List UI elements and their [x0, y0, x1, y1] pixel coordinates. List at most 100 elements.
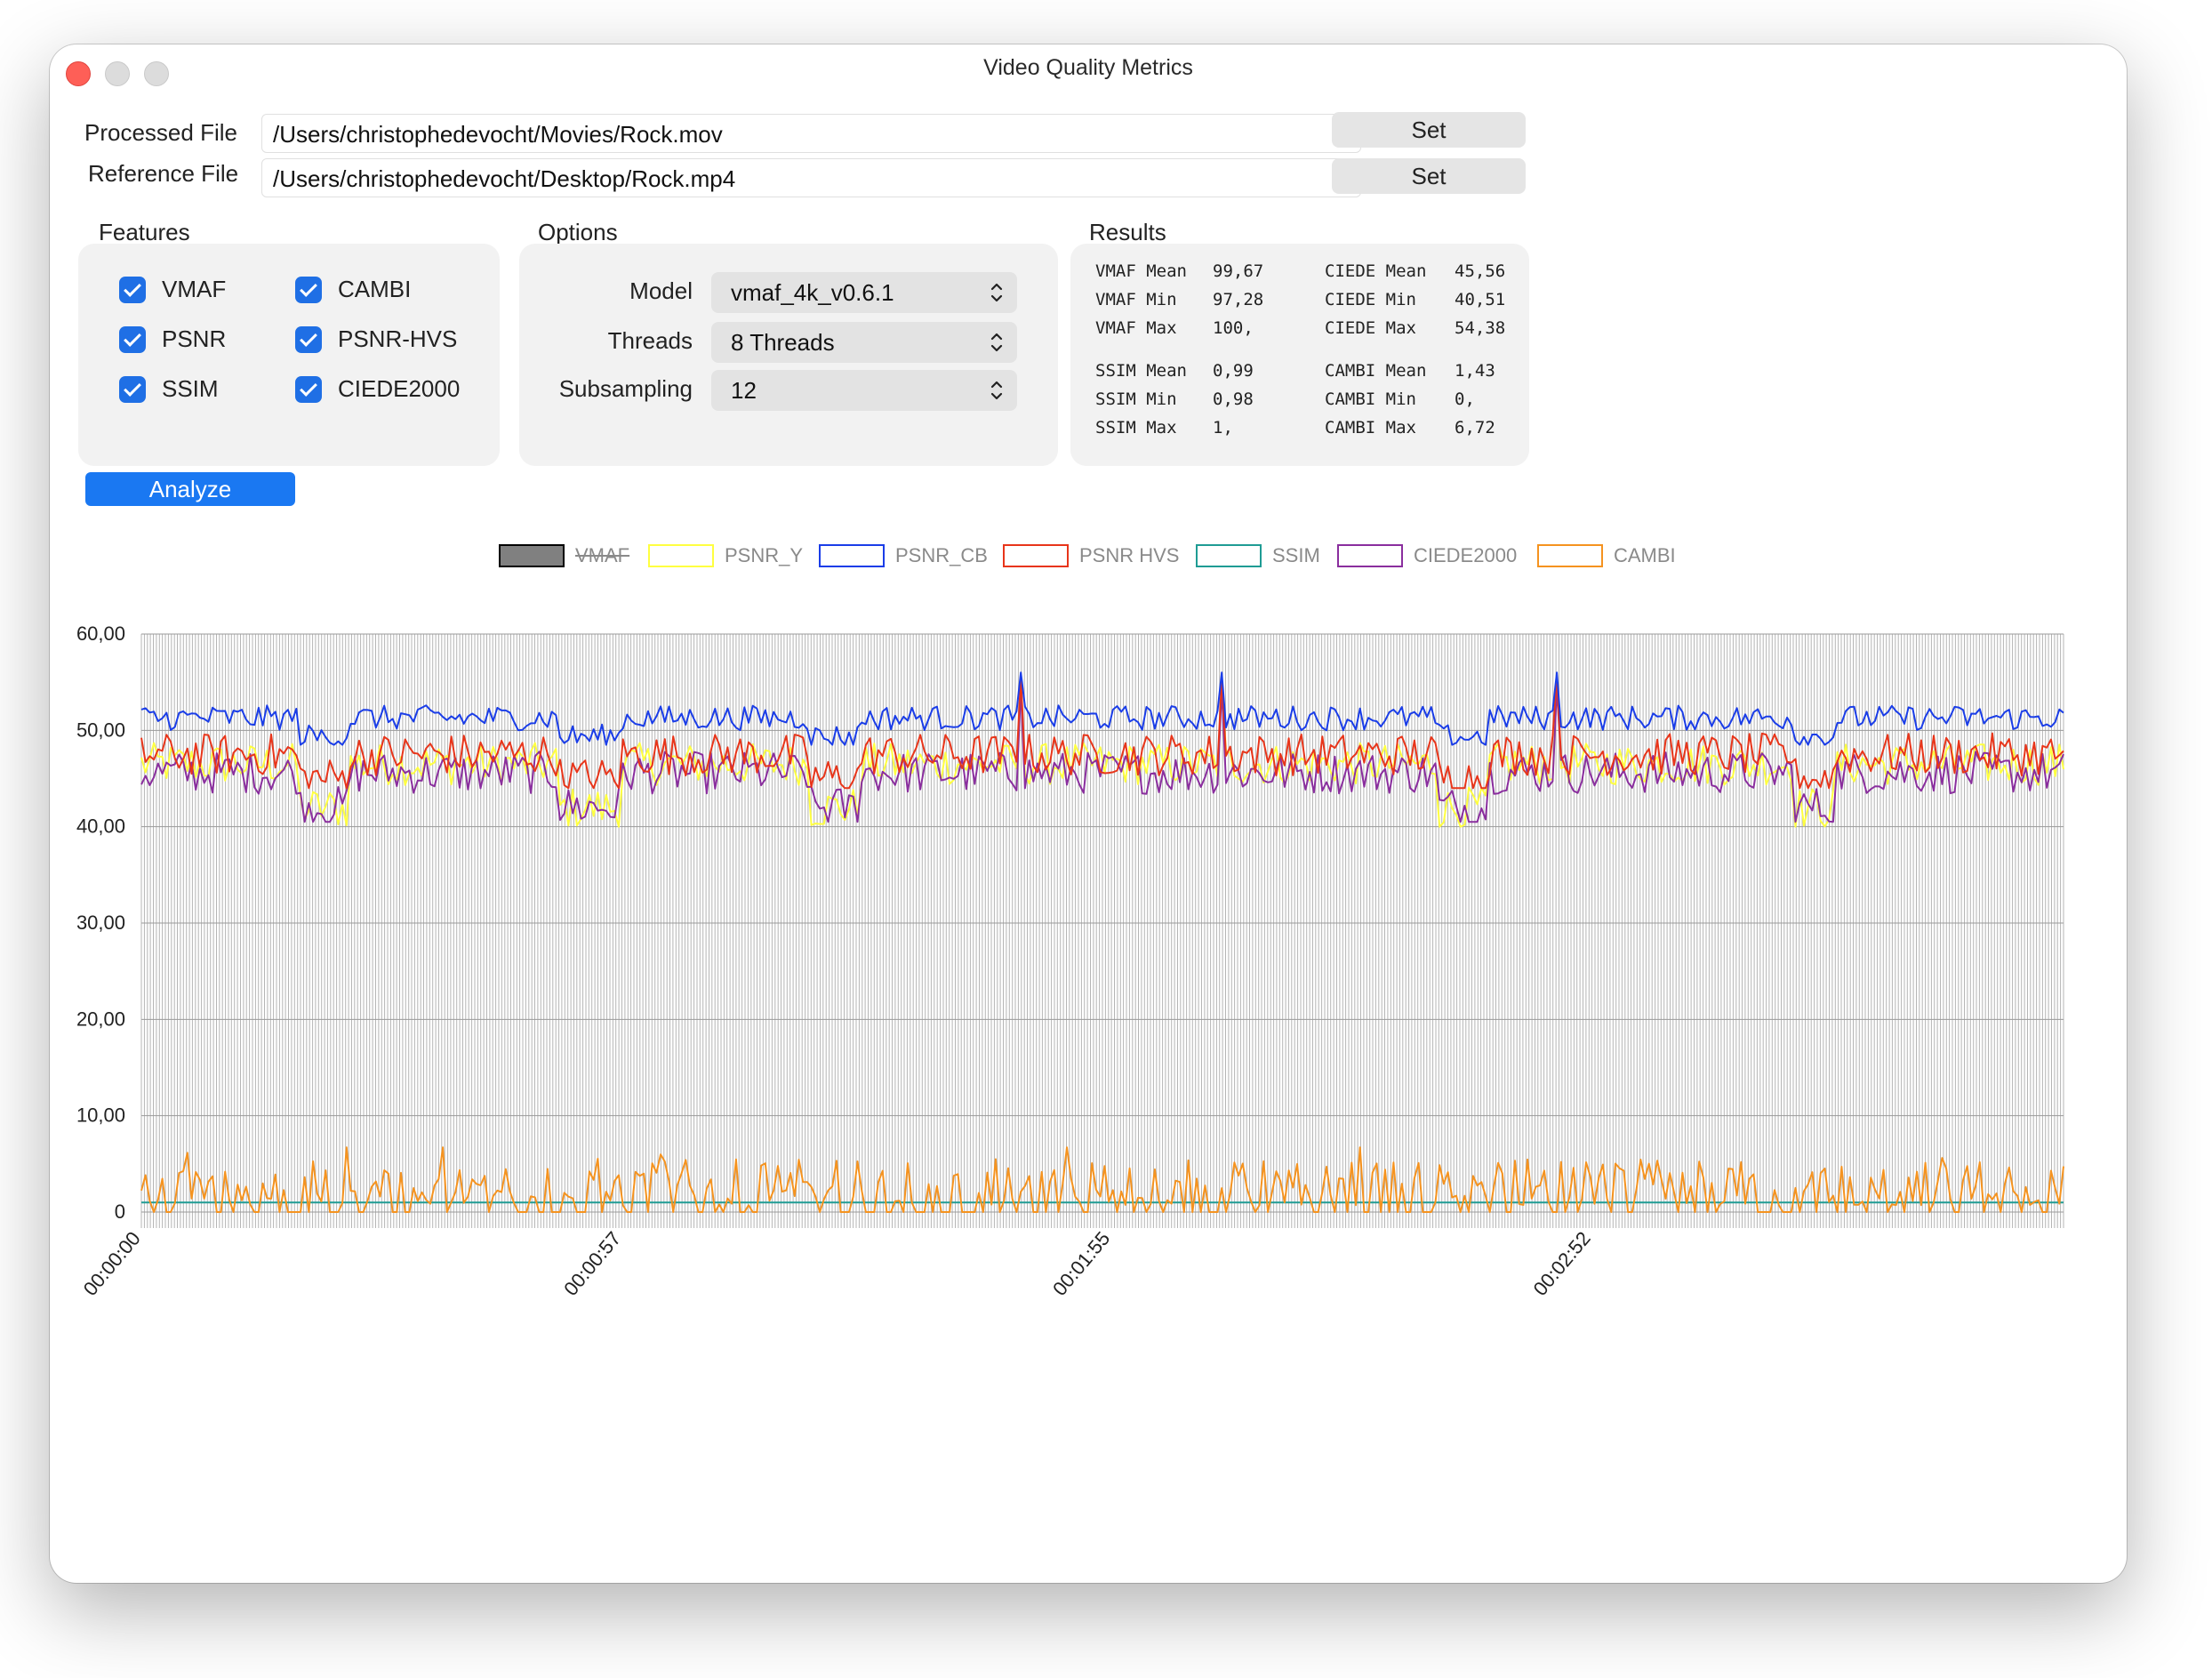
- chevron-updown-icon: [990, 381, 1003, 400]
- cambi-mean-name: CAMBI Mean: [1325, 361, 1427, 381]
- y-tick-label: 0: [115, 1200, 125, 1223]
- legend-label: SSIM: [1272, 544, 1320, 566]
- vmaf-checkbox[interactable]: VMAF: [119, 276, 226, 303]
- ciede2000-checkbox-label: CIEDE2000: [338, 375, 461, 402]
- cambi-max-name: CAMBI Max: [1325, 418, 1416, 438]
- checkmark-icon: [119, 375, 146, 403]
- chart-grid: [140, 633, 2064, 1228]
- checkmark-icon: [119, 325, 146, 353]
- psnr-hvs-checkbox[interactable]: PSNR-HVS: [295, 325, 457, 353]
- subsampling-select[interactable]: 12: [711, 370, 1017, 411]
- vmaf-checkbox-label: VMAF: [162, 276, 227, 302]
- ciede-max-value: 54,38: [1455, 318, 1506, 338]
- y-tick-label: 10,00: [76, 1104, 125, 1127]
- series-line-psnr-cb: [140, 671, 2064, 746]
- psnr-checkbox[interactable]: PSNR: [119, 325, 226, 353]
- checkmark-icon: [295, 375, 322, 403]
- set-processed-file-button[interactable]: Set: [1332, 112, 1526, 148]
- legend-label: PSNR HVS: [1079, 544, 1180, 566]
- legend-cambi[interactable]: CAMBI: [1537, 544, 1676, 567]
- chevron-updown-icon: [990, 283, 1003, 302]
- legend-ssim[interactable]: SSIM: [1196, 544, 1320, 567]
- model-select-value: vmaf_4k_v0.6.1: [731, 279, 894, 306]
- y-tick-label: 40,00: [76, 815, 125, 838]
- subsampling-select-value: 12: [731, 377, 757, 404]
- close-window-button[interactable]: [66, 61, 91, 86]
- processed-file-field[interactable]: /Users/christophedevocht/Movies/Rock.mov: [261, 114, 1361, 153]
- legend-psnr-y[interactable]: PSNR_Y: [648, 544, 803, 567]
- reference-file-field[interactable]: /Users/christophedevocht/Desktop/Rock.mp…: [261, 158, 1361, 197]
- legend-swatch: [1337, 544, 1403, 567]
- features-panel: VMAF CAMBI PSNR PSNR-HVS SSIM CIEDE2000: [78, 244, 500, 466]
- vmaf-mean-name: VMAF Mean: [1095, 261, 1187, 281]
- results-title: Results: [1089, 219, 1166, 245]
- legend-label: CAMBI: [1614, 544, 1676, 566]
- cambi-checkbox[interactable]: CAMBI: [295, 276, 411, 303]
- subsampling-label: Subsampling: [558, 375, 693, 402]
- series-line-cambi: [140, 1146, 2064, 1213]
- legend-vmaf[interactable]: VMAF: [499, 544, 629, 567]
- ciede-mean-value: 45,56: [1455, 261, 1506, 281]
- analyze-button[interactable]: Analyze: [85, 472, 295, 506]
- y-axis-labels: 0 10,00 20,00 30,00 40,00 50,00 60,00: [76, 622, 125, 1223]
- options-panel: Model vmaf_4k_v0.6.1 Threads 8 Threads S…: [519, 244, 1058, 466]
- cambi-max-value: 6,72: [1455, 418, 1495, 438]
- app-window: Video Quality Metrics Processed File /Us…: [50, 44, 2127, 1583]
- checkmark-icon: [295, 276, 322, 303]
- psnr-checkbox-label: PSNR: [162, 325, 227, 352]
- ssim-max-name: SSIM Max: [1095, 418, 1177, 438]
- minimize-window-button[interactable]: [105, 61, 130, 86]
- threads-label: Threads: [607, 327, 693, 354]
- legend-label: CIEDE2000: [1414, 544, 1518, 566]
- cambi-checkbox-label: CAMBI: [338, 276, 412, 302]
- ssim-min-value: 0,98: [1213, 389, 1254, 409]
- checkmark-icon: [295, 325, 322, 353]
- processed-file-label: Processed File: [84, 119, 237, 146]
- options-title: Options: [538, 219, 618, 245]
- ssim-mean-value: 0,99: [1213, 361, 1254, 381]
- results-panel: VMAF Mean 99,67 VMAF Min 97,28 VMAF Max …: [1070, 244, 1529, 466]
- ciede2000-checkbox[interactable]: CIEDE2000: [295, 375, 460, 403]
- chevron-updown-icon: [990, 333, 1003, 352]
- model-label: Model: [629, 277, 693, 304]
- x-tick-label: 00:02:52: [1529, 1227, 1595, 1300]
- x-tick-label: 00:00:00: [79, 1227, 145, 1300]
- set-reference-file-button[interactable]: Set: [1332, 158, 1526, 194]
- vmaf-max-name: VMAF Max: [1095, 318, 1177, 338]
- ssim-checkbox-label: SSIM: [162, 375, 219, 402]
- legend-psnr-hvs[interactable]: PSNR HVS: [1003, 544, 1179, 567]
- legend-swatch: [1537, 544, 1603, 567]
- checkmark-icon: [119, 276, 146, 303]
- zoom-window-button[interactable]: [144, 61, 169, 86]
- threads-select-value: 8 Threads: [731, 329, 835, 356]
- legend-ciede2000[interactable]: CIEDE2000: [1337, 544, 1517, 567]
- legend-swatch: [1003, 544, 1069, 567]
- ssim-mean-name: SSIM Mean: [1095, 361, 1187, 381]
- y-tick-label: 20,00: [76, 1008, 125, 1030]
- cambi-min-name: CAMBI Min: [1325, 389, 1416, 409]
- ciede-mean-name: CIEDE Mean: [1325, 261, 1427, 281]
- series-line-ciede2000: [140, 686, 2064, 823]
- ciede-min-value: 40,51: [1455, 290, 1506, 309]
- ssim-min-name: SSIM Min: [1095, 389, 1177, 409]
- reference-file-label: Reference File: [88, 160, 239, 187]
- vmaf-min-name: VMAF Min: [1095, 290, 1177, 309]
- metrics-chart: 0 10,00 20,00 30,00 40,00 50,00 60,00 00:00:00…: [76, 622, 2064, 1300]
- y-tick-label: 60,00: [76, 622, 125, 645]
- legend-label: VMAF: [575, 544, 630, 566]
- legend-swatch: [648, 544, 714, 567]
- x-tick-label: 00:00:57: [559, 1227, 625, 1300]
- legend-psnr-cb[interactable]: PSNR_CB: [819, 544, 988, 567]
- x-axis-labels: 00:00:00 00:00:57 00:01:55 00:02:52: [79, 1227, 1595, 1300]
- legend-swatch: [819, 544, 885, 567]
- features-title: Features: [99, 219, 190, 245]
- legend-label: PSNR_Y: [725, 544, 804, 566]
- threads-select[interactable]: 8 Threads: [711, 322, 1017, 363]
- vmaf-max-value: 100,: [1213, 318, 1254, 338]
- ssim-checkbox[interactable]: SSIM: [119, 375, 219, 403]
- cambi-min-value: 0,: [1455, 389, 1475, 409]
- y-tick-label: 50,00: [76, 719, 125, 741]
- ciede-max-name: CIEDE Max: [1325, 318, 1416, 338]
- y-tick-label: 30,00: [76, 911, 125, 934]
- model-select[interactable]: vmaf_4k_v0.6.1: [711, 272, 1017, 313]
